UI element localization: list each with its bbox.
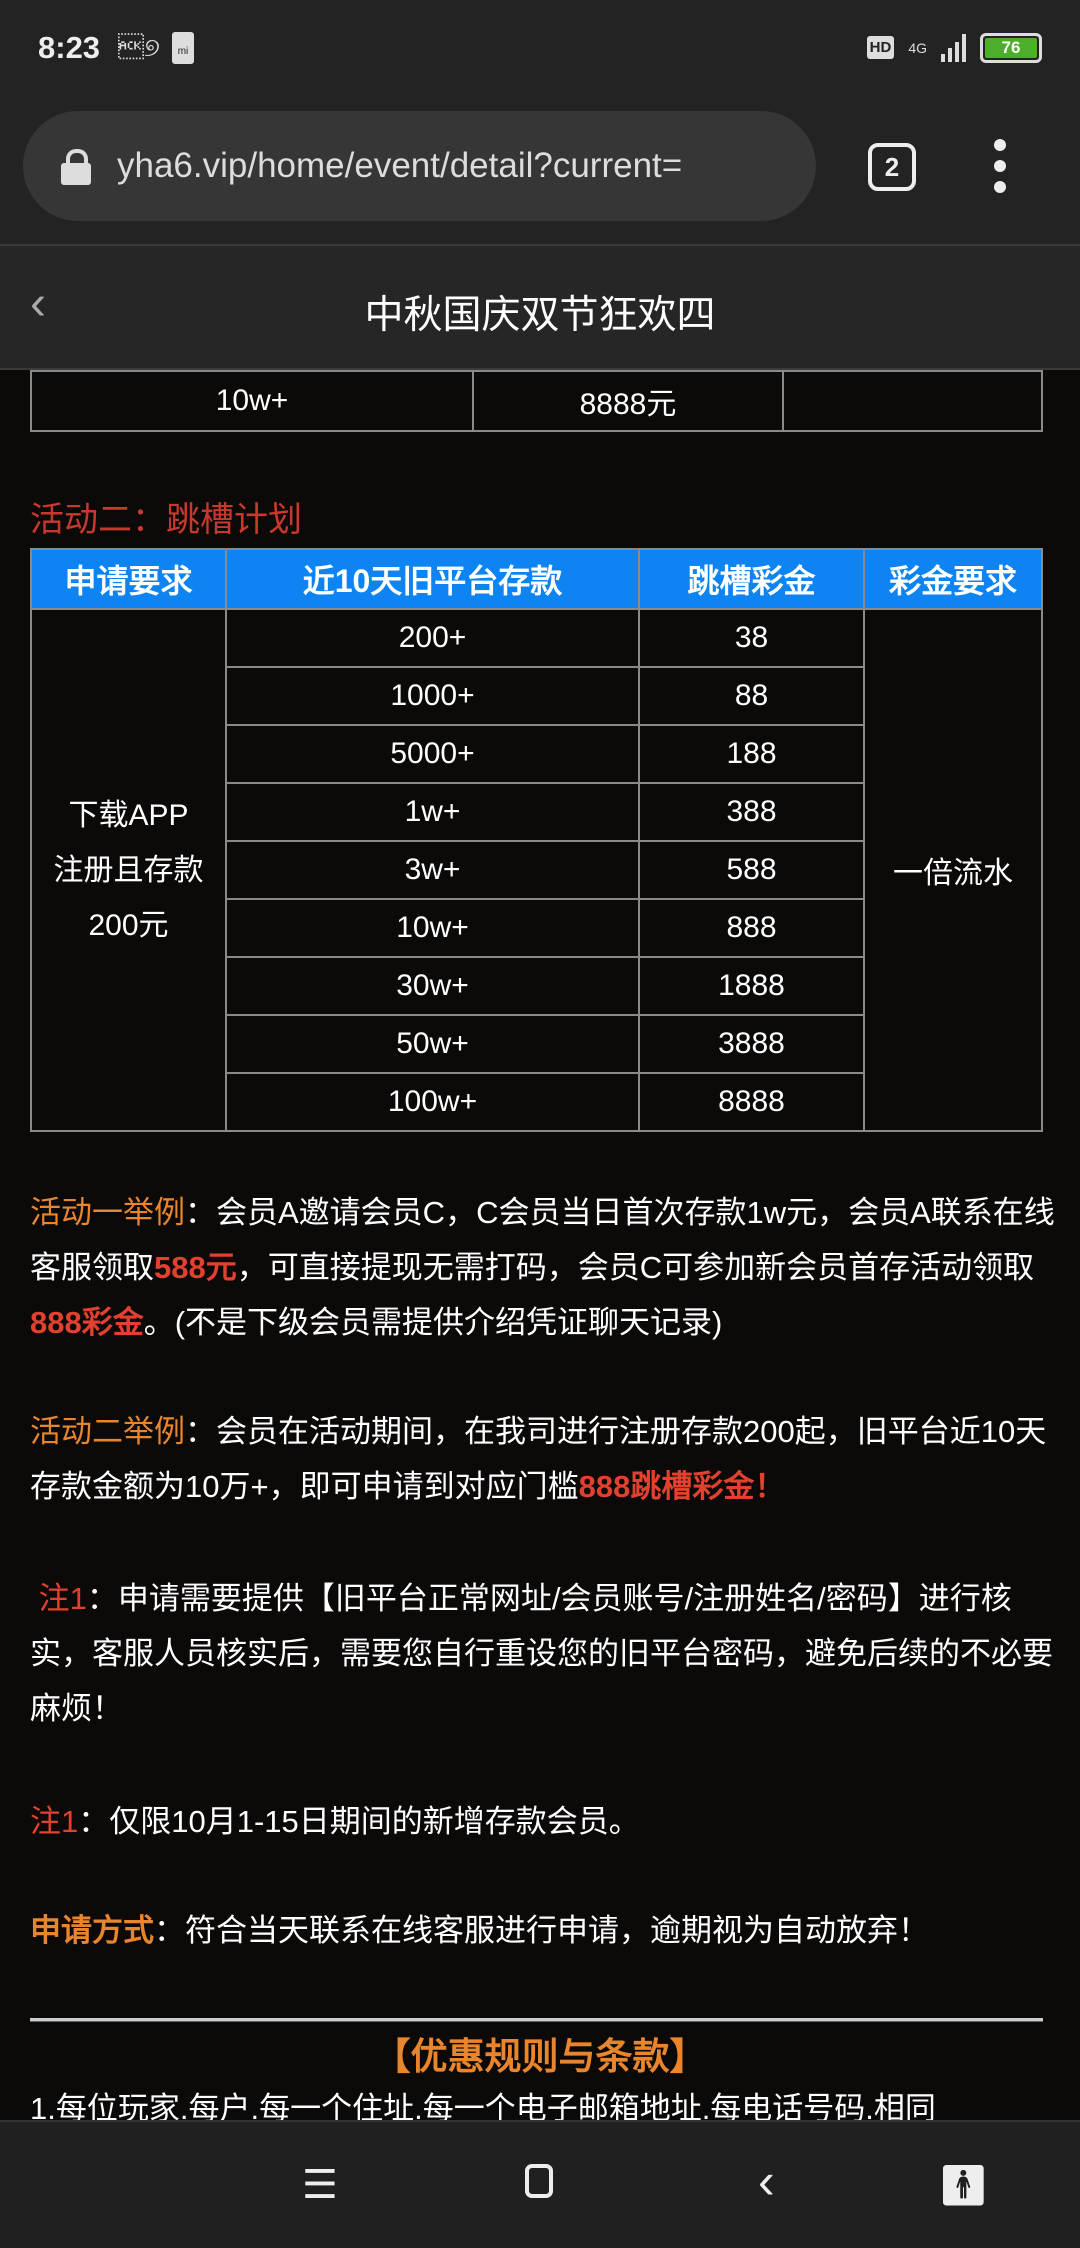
deposit-cell: 1w+ [225,782,640,842]
battery-icon: 76 [980,32,1042,63]
mi-store-icon: mi [171,31,194,64]
example2-label: 活动二举例 [30,1414,185,1449]
table-row: 3w+ 588 [31,840,1042,900]
browser-toolbar: yha6.vip/home/event/detail?current= 2 [0,95,1080,244]
apply-paragraph: 申请方式：符合当天联系在线客服进行申请，逾期视为自动放弃！ [30,1903,1055,1958]
system-nav-bar: ☰ ‹ 🚹︎ [0,2120,1080,2248]
table-header-row: 申请要求 近10天旧平台存款 跳槽彩金 彩金要求 [30,548,1043,610]
table-row: 下载APP注册且存款200元 200+ 38 一倍流水 [30,608,1043,1132]
table-cell [782,370,1043,432]
example1-paragraph: 活动一举例：会员A邀请会员C，C会员当日首次存款1w元，会员A联系在线客服领取5… [30,1185,1055,1350]
requirement-text: 下载APP注册且存款200元 [53,798,204,942]
requirement-cell: 下载APP注册且存款200元 [30,608,227,1132]
note1-label: 注1 [38,1581,87,1616]
page-header: ‹ 中秋国庆双节狂欢四 [0,244,1080,370]
example1-highlight: 888彩金 [30,1305,144,1340]
bonus-cell: 388 [638,782,865,842]
table-row: 50w+ 3888 [31,1014,1042,1074]
bonus-cell: 88 [638,666,865,726]
column-header: 近10天旧平台存款 [225,548,640,610]
url-bar[interactable]: yha6.vip/home/event/detail?current= [23,111,816,221]
home-icon[interactable] [525,2164,553,2198]
page-title: 中秋国庆双节狂欢四 [364,294,716,337]
network-type: 4G [908,39,927,56]
notification-app-icon: ୭ [118,31,160,62]
deposit-cell: 10w+ [225,898,640,958]
example1-text: ，可直接提现无需打码，会员C可参加新会员首存活动领取 [236,1250,1035,1285]
table-row: 10w+ 8888元 [30,370,1043,432]
lock-icon [61,149,91,185]
example2-paragraph: 活动二举例：会员在活动期间，在我司进行注册存款200起，旧平台近10天存款金额为… [30,1404,1055,1514]
signal-icon [941,33,966,62]
status-bar: 8:23 ୭ mi HD 4G 76 [0,0,1080,95]
example1-text: 。(不是下级会员需提供介绍凭证聊天记录) [143,1305,723,1340]
example1-text: ：会员A邀请会员C，C会员当日首次存款1w元，会员A联系在线客服领取 [30,1195,1055,1285]
deposit-cell: 100w+ [225,1072,640,1132]
url-text[interactable]: yha6.vip/home/event/detail?current= [117,146,683,185]
deposit-cell: 30w+ [225,956,640,1016]
bonus-requirement-cell: 一倍流水 [863,608,1043,1132]
note2-paragraph: 注1：仅限10月1-15日期间的新增存款会员。 [30,1794,1055,1849]
table-row: 30w+ 1888 [31,956,1042,1016]
activity1-table: 10w+ 8888元 [30,370,1043,432]
bonus-cell: 38 [638,608,865,668]
deposit-cell: 3w+ [225,840,640,900]
deposit-cell: 5000+ [225,724,640,784]
bonus-cell: 588 [638,840,865,900]
table-row: 10w+ 888 [31,898,1042,958]
rules-heading: 【优惠规则与条款】 [373,2036,707,2077]
deposit-cell: 200+ [225,608,640,668]
apply-label: 申请方式 [30,1913,154,1948]
activity2-table: 申请要求 近10天旧平台存款 跳槽彩金 彩金要求 下载APP注册且存款200元 … [30,548,1043,1132]
table-row: 5000+ 188 [31,724,1042,784]
battery-level: 76 [985,37,1037,58]
bonus-cell: 188 [638,724,865,784]
more-menu-icon[interactable] [994,139,1008,202]
bonus-cell: 3888 [638,1014,865,1074]
bonus-cell: 1888 [638,956,865,1016]
accessibility-icon[interactable]: 🚹︎ [938,2164,989,2208]
activity2-title: 活动二：跳槽计划 [30,501,302,539]
back-icon[interactable]: ‹ [758,2153,775,2209]
table-row: 1w+ 388 [31,782,1042,842]
bonus-cell: 8888 [638,1072,865,1132]
table-cell: 8888元 [472,370,784,432]
hd-icon: HD [866,36,895,59]
column-header: 申请要求 [30,548,227,610]
note1-paragraph: 注1：申请需要提供【旧平台正常网址/会员账号/注册姓名/密码】进行核实，客服人员… [30,1571,1055,1736]
column-header: 彩金要求 [863,548,1043,610]
note2-label: 注1 [30,1804,79,1839]
menu-icon[interactable]: ☰ [302,2163,338,2207]
example1-label: 活动一举例 [30,1195,185,1230]
note1-text: ：申请需要提供【旧平台正常网址/会员账号/注册姓名/密码】进行核实，客服人员核实… [30,1581,1053,1726]
apply-text: ：符合当天联系在线客服进行申请，逾期视为自动放弃！ [154,1913,929,1948]
status-time: 8:23 [38,29,101,65]
back-button[interactable]: ‹ [30,277,46,330]
divider [30,2018,1043,2022]
bonus-cell: 888 [638,898,865,958]
example2-text: ：会员在活动期间，在我司进行注册存款200起，旧平台近10天存款金额为10万+，… [30,1414,1047,1504]
example2-highlight: 888跳槽彩金！ [578,1469,786,1504]
table-row: 1000+ 88 [31,666,1042,726]
table-cell: 10w+ [30,370,474,432]
tab-switcher-button[interactable]: 2 [868,143,916,191]
deposit-cell: 1000+ [225,666,640,726]
note2-text: ：仅限10月1-15日期间的新增存款会员。 [78,1804,640,1839]
deposit-cell: 50w+ [225,1014,640,1074]
column-header: 跳槽彩金 [638,548,865,610]
table-row: 100w+ 8888 [31,1072,1042,1132]
example1-highlight: 588元 [154,1250,237,1285]
